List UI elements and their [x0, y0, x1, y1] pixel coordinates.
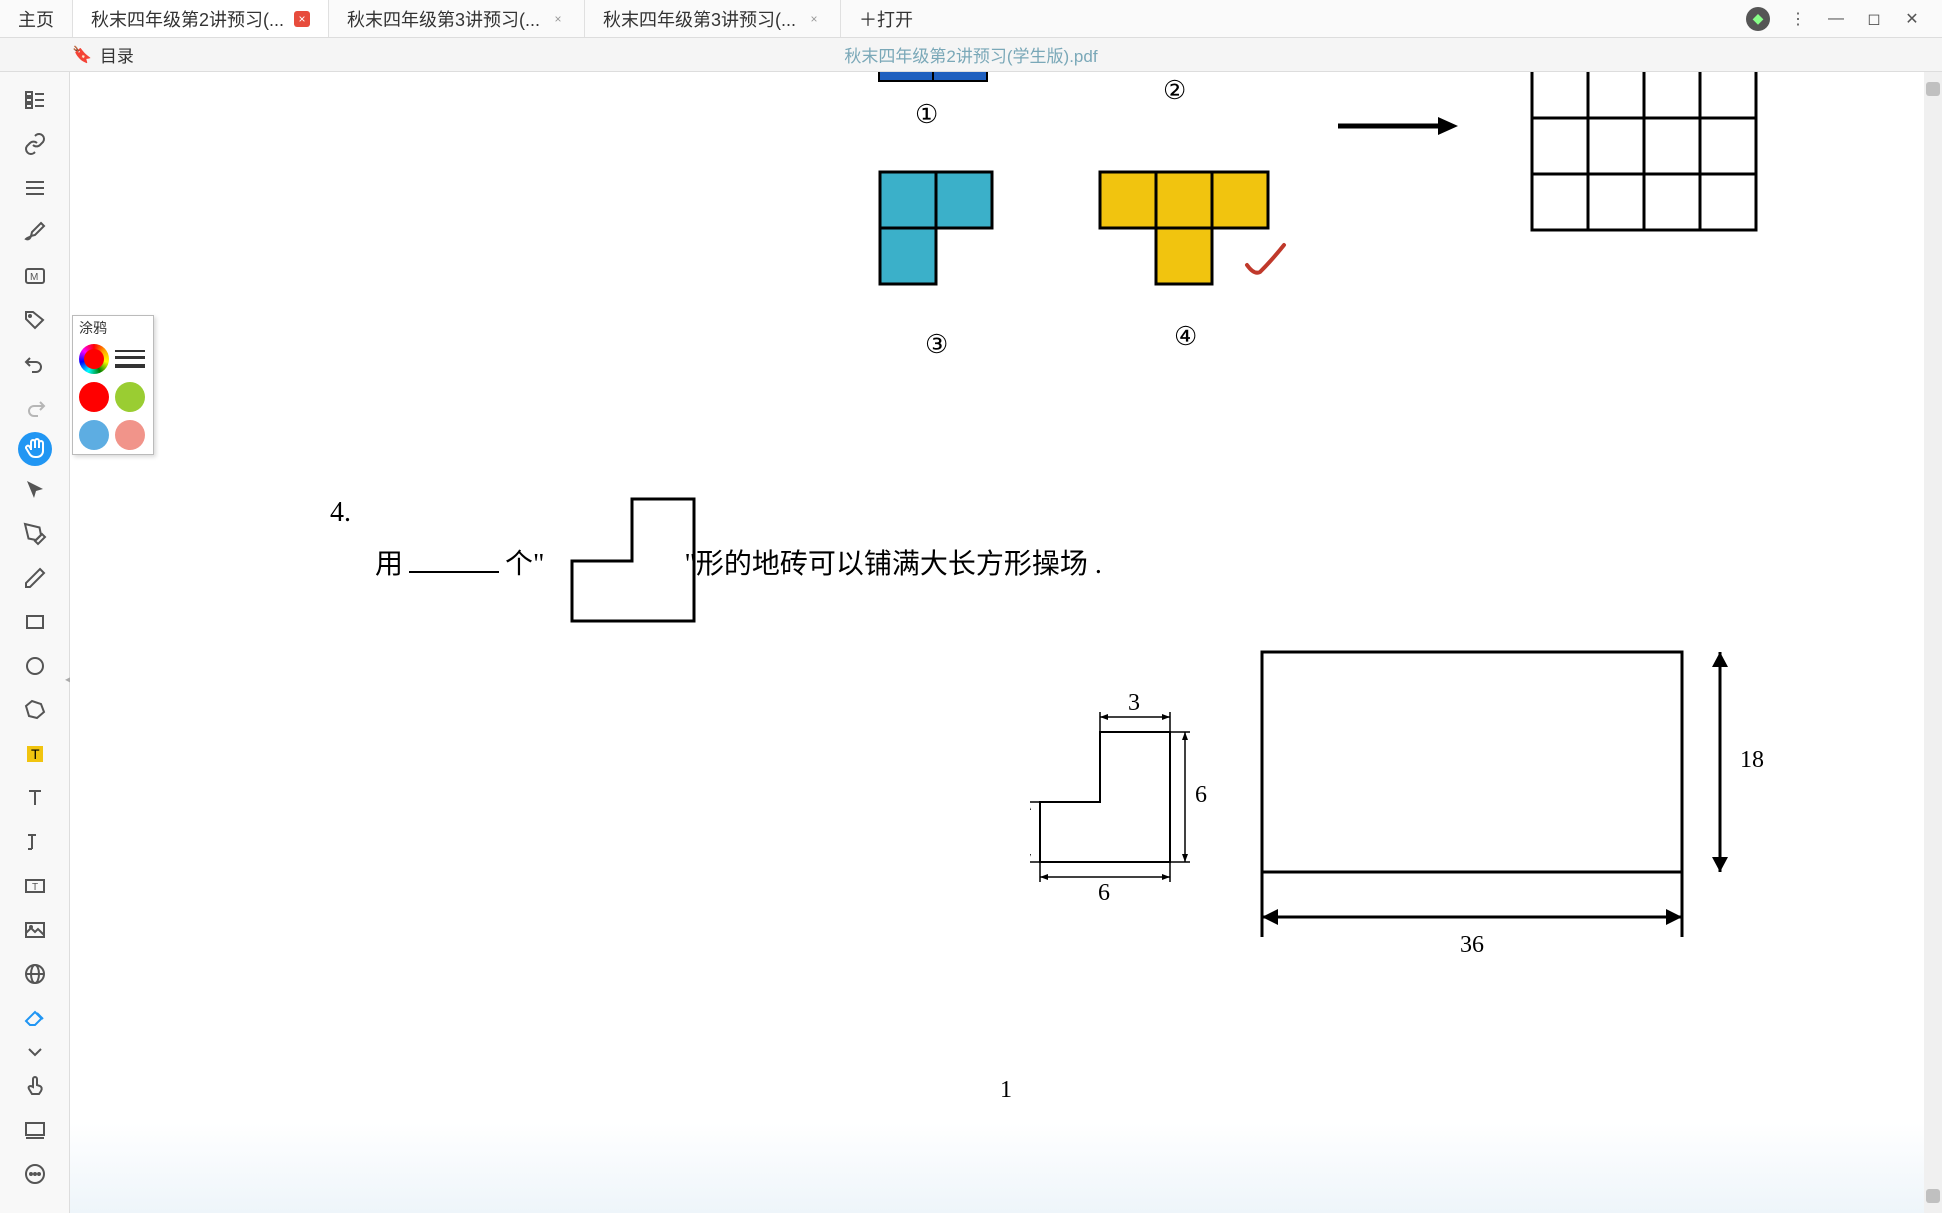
scrollbar-thumb[interactable]: [1926, 1189, 1940, 1203]
svg-text:M: M: [30, 272, 38, 283]
scrollbar[interactable]: [1924, 72, 1942, 1213]
tool-image[interactable]: [11, 910, 59, 950]
q4-prefix: 用: [375, 542, 403, 582]
close-window-icon[interactable]: ✕: [1902, 9, 1922, 29]
close-icon[interactable]: ×: [806, 11, 822, 27]
tool-globe[interactable]: [11, 954, 59, 994]
q4-mid: 个": [505, 542, 544, 582]
main: M T T ◀ 涂鸦: [0, 72, 1942, 1213]
l-shape-icon: [570, 497, 700, 632]
arrow-icon: [1338, 114, 1458, 143]
big-rectangle: 18 36: [1260, 647, 1780, 982]
dim-label: 6: [1098, 880, 1110, 906]
swatch-blue[interactable]: [79, 420, 109, 450]
q4-suffix: "形的地砖可以铺满大长方形操场 .: [684, 542, 1101, 582]
tool-touch[interactable]: [11, 1066, 59, 1106]
tool-text-cursor[interactable]: [11, 822, 59, 862]
tool-eraser[interactable]: [11, 998, 59, 1038]
question-text: 用 个" "形的地砖可以铺满大长方形操场 .: [375, 542, 1102, 582]
canvas[interactable]: ① ②: [70, 72, 1942, 1213]
bookmark-icon[interactable]: 🔖: [72, 45, 92, 65]
tab-home[interactable]: 主页: [0, 0, 73, 37]
tab-label: 秋末四年级第2讲预习(...: [91, 6, 284, 32]
swatch-green[interactable]: [115, 382, 145, 412]
tool-screen[interactable]: [11, 1110, 59, 1150]
dim-label: 18: [1740, 747, 1764, 773]
tab-label: 秋末四年级第3讲预习(...: [603, 6, 796, 32]
tool-text-yellow[interactable]: T: [11, 734, 59, 774]
avatar[interactable]: ◆: [1746, 7, 1770, 31]
label-3: ③: [925, 330, 948, 360]
tab-doc-2[interactable]: 秋末四年级第3讲预习(... ×: [329, 0, 585, 37]
svg-text:T: T: [31, 746, 40, 762]
tab-doc-3[interactable]: 秋末四年级第3讲预习(... ×: [585, 0, 841, 37]
label-1: ①: [915, 100, 938, 130]
tool-polygon[interactable]: [11, 690, 59, 730]
tool-text[interactable]: [11, 778, 59, 818]
maximize-icon[interactable]: ◻: [1864, 9, 1884, 29]
dim-label: 3: [1128, 692, 1140, 716]
tab-label: 秋末四年级第3讲预习(...: [347, 6, 540, 32]
toolbar: M T T ◀: [0, 72, 70, 1213]
minimize-icon[interactable]: —: [1826, 9, 1846, 29]
tool-textbox[interactable]: T: [11, 866, 59, 906]
tool-link[interactable]: [11, 124, 59, 164]
window-controls: ◆ ⋮ — ◻ ✕: [1746, 7, 1942, 31]
color-palette: 涂鸦: [72, 315, 154, 455]
toc-label[interactable]: 目录: [100, 42, 134, 67]
menu-icon[interactable]: ⋮: [1788, 9, 1808, 29]
tool-circle[interactable]: [11, 646, 59, 686]
swatch-pink[interactable]: [115, 420, 145, 450]
target-grid: [1530, 72, 1760, 242]
dimensioned-l-shape: 3 6 3: [1030, 692, 1230, 917]
tool-select[interactable]: [11, 470, 59, 510]
tool-pen[interactable]: [11, 558, 59, 598]
tool-highlighter[interactable]: [11, 514, 59, 554]
document-content: ① ②: [70, 72, 1942, 1213]
tool-hand[interactable]: [18, 432, 52, 466]
page-footer-bg: [70, 1123, 1924, 1213]
titlebar: 主页 秋末四年级第2讲预习(... × 秋末四年级第3讲预习(... × 秋末四…: [0, 0, 1942, 38]
blank-field: [409, 571, 499, 573]
tool-ellipsis[interactable]: [11, 1154, 59, 1194]
palette-title: 涂鸦: [73, 316, 153, 340]
checkmark-icon: [1242, 240, 1288, 285]
subbar: 🔖 目录 秋末四年级第2讲预习(学生版).pdf: [0, 38, 1942, 72]
close-icon[interactable]: ×: [550, 11, 566, 27]
tab-doc-1[interactable]: 秋末四年级第2讲预习(... ×: [73, 0, 329, 37]
open-tab-button[interactable]: ＋打开: [841, 6, 931, 32]
dim-label: 36: [1460, 932, 1484, 958]
svg-text:T: T: [32, 882, 38, 893]
question-number: 4.: [330, 497, 351, 529]
tool-tag[interactable]: [11, 300, 59, 340]
filename-label: 秋末四年级第2讲预习(学生版).pdf: [844, 42, 1097, 67]
tool-more[interactable]: [11, 1042, 59, 1062]
line-weight[interactable]: [115, 344, 145, 374]
label-2: ②: [1163, 76, 1186, 106]
swatch-ring[interactable]: [79, 344, 109, 374]
tool-redo[interactable]: [11, 388, 59, 428]
dim-label: 6: [1195, 782, 1207, 808]
tool-rect[interactable]: [11, 602, 59, 642]
scrollbar-thumb[interactable]: [1926, 82, 1940, 96]
close-icon[interactable]: ×: [294, 11, 310, 27]
tool-lines[interactable]: [11, 168, 59, 208]
piece-3: [878, 170, 998, 295]
label-4: ④: [1174, 322, 1197, 352]
page-number: 1: [1000, 1077, 1012, 1104]
tool-markdown[interactable]: M: [11, 256, 59, 296]
swatch-red[interactable]: [79, 382, 109, 412]
tool-outline[interactable]: [11, 80, 59, 120]
tool-undo[interactable]: [11, 344, 59, 384]
tool-brush[interactable]: [11, 212, 59, 252]
